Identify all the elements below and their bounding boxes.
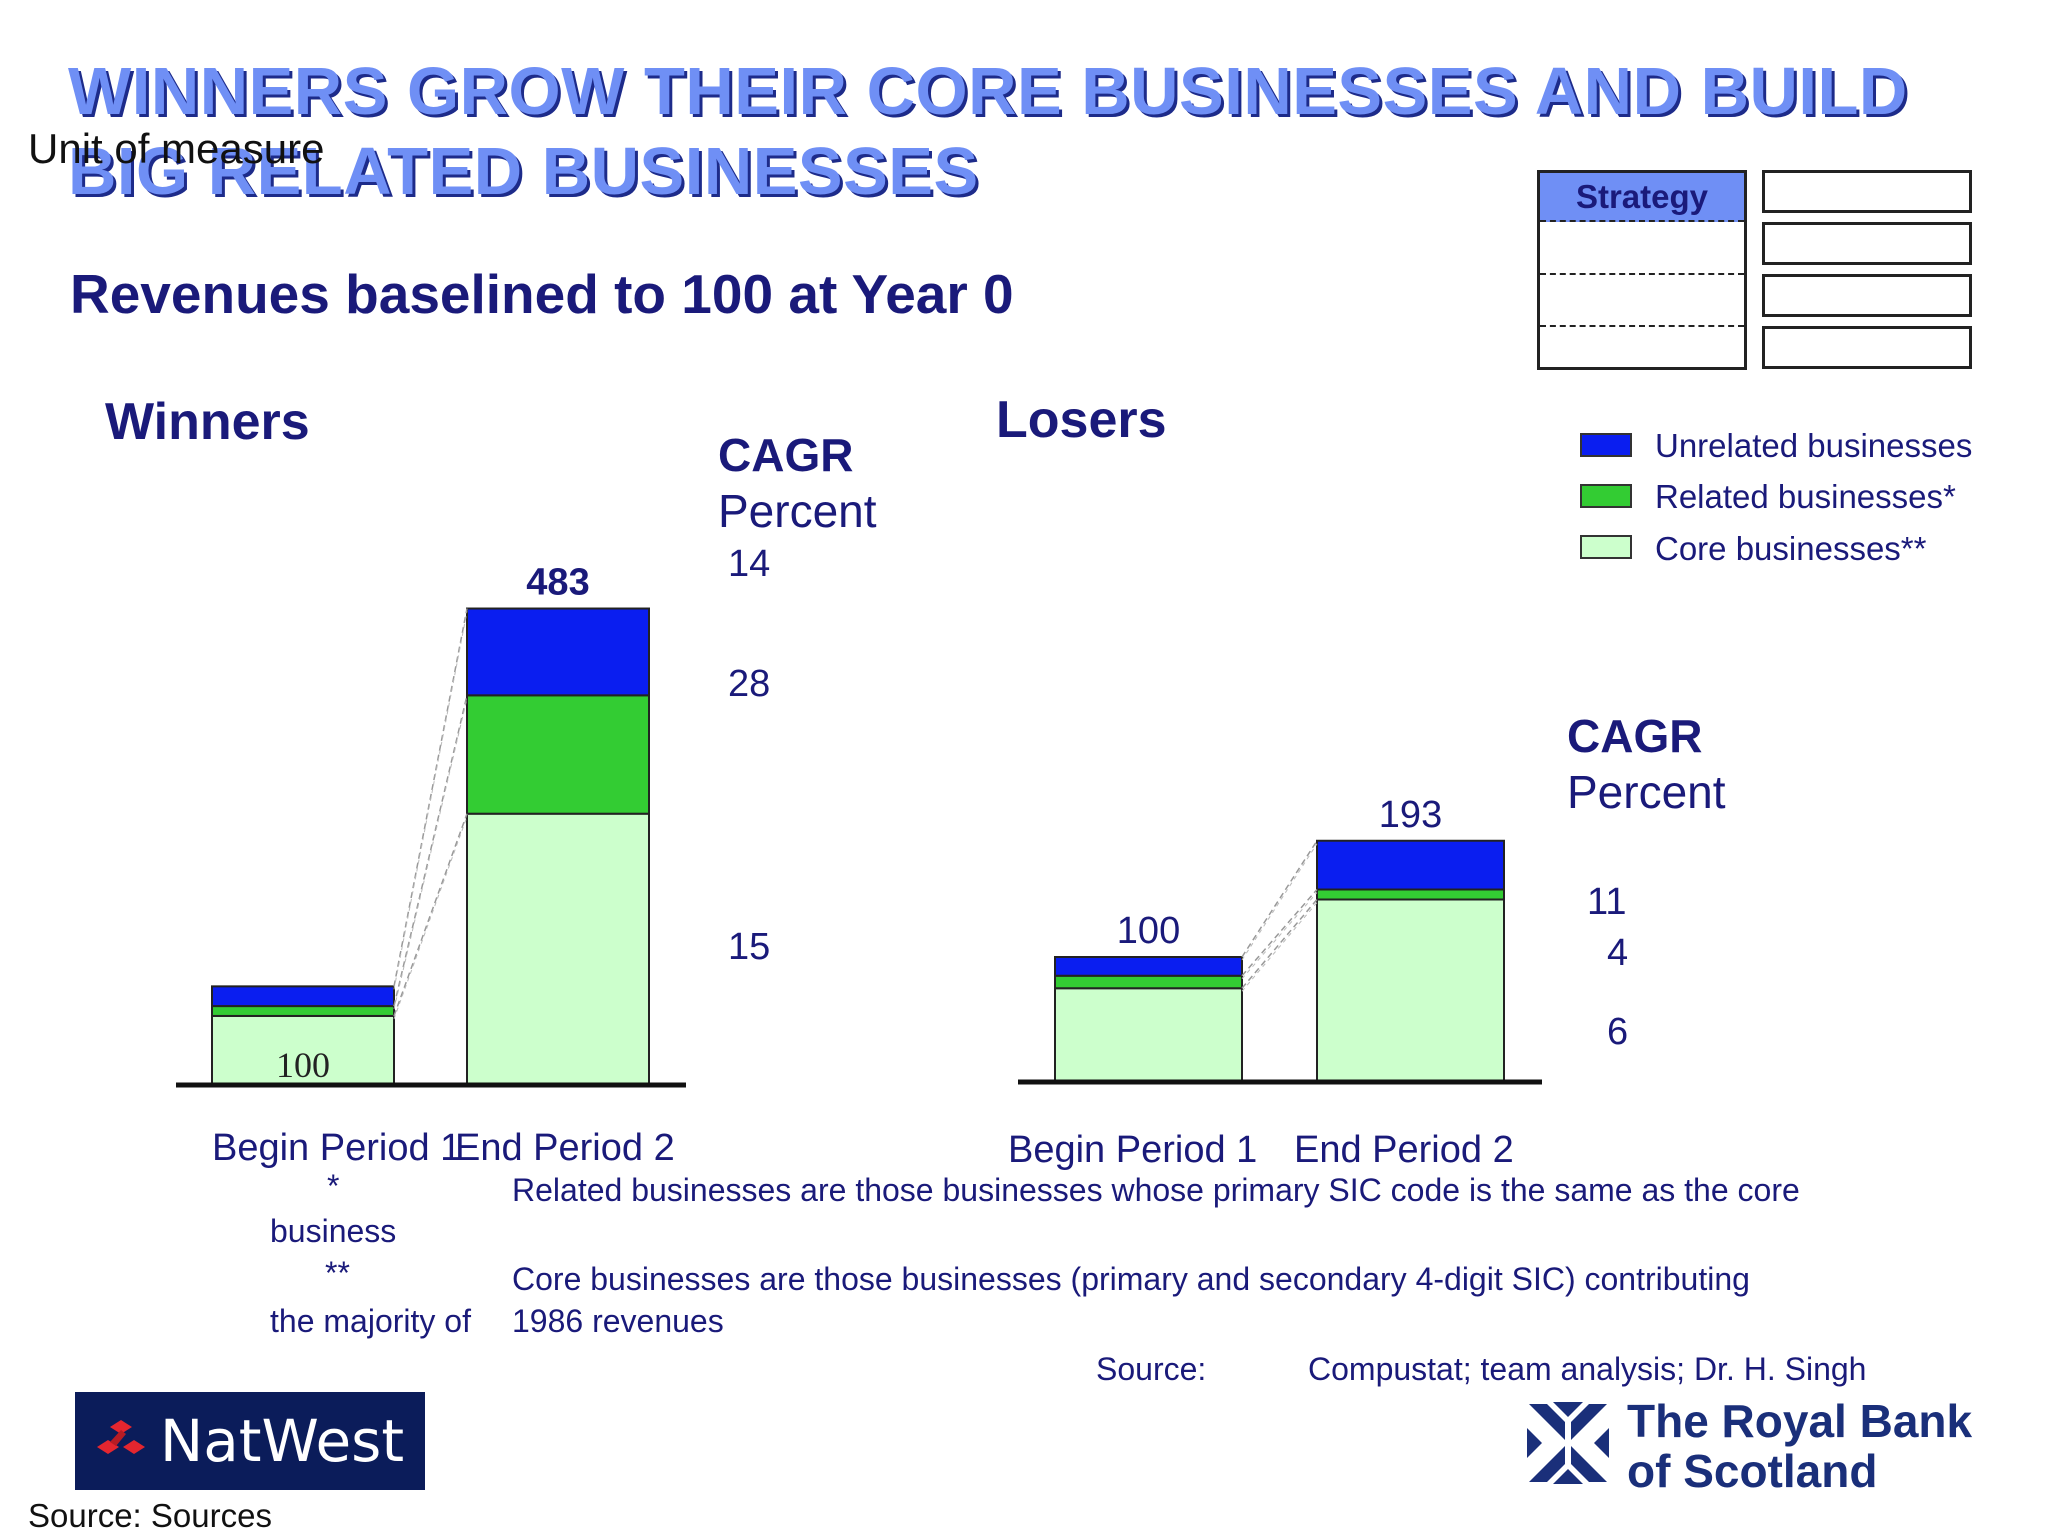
footnote-2-text: Core businesses are those businesses (pr… bbox=[512, 1261, 1750, 1297]
losers-category-label: Begin Period 1 bbox=[1008, 1129, 1257, 1171]
losers-total-label: 193 bbox=[1379, 794, 1442, 836]
winners-bar-segment bbox=[211, 985, 395, 1008]
losers-cagr-unit: Percent bbox=[1567, 766, 1726, 818]
legend-label-related: Related businesses* bbox=[1655, 478, 1956, 515]
strategy-header: Strategy bbox=[1540, 173, 1744, 222]
bottom-source: Source: Sources bbox=[28, 1497, 272, 1534]
losers-title: Losers bbox=[996, 391, 1167, 449]
losers-bar-segment bbox=[1054, 974, 1243, 990]
legend-swatch-core bbox=[1580, 535, 1632, 559]
winners-bar-segment bbox=[211, 1014, 395, 1087]
winners-connector-line bbox=[393, 698, 468, 1010]
winners-cagr-title: CAGR bbox=[718, 429, 854, 481]
footnote-2-cont-left: the majority of bbox=[270, 1303, 471, 1339]
strategy-box: Strategy bbox=[1537, 170, 1747, 370]
winners-category-label: End Period 2 bbox=[455, 1127, 675, 1169]
winners-connector-line bbox=[393, 695, 468, 1007]
rbs-wordmark-line-1: The Royal Bank bbox=[1627, 1395, 1973, 1447]
losers-cagr-title: CAGR bbox=[1567, 710, 1703, 762]
winners-bar-segment bbox=[466, 607, 650, 697]
tracker-box bbox=[1762, 170, 1972, 213]
title-line-2: BIG RELATED BUSINESSES bbox=[68, 134, 979, 209]
legend-swatch-related bbox=[1580, 484, 1632, 508]
tracker-box bbox=[1762, 274, 1972, 317]
winners-connector-line bbox=[393, 813, 468, 1017]
losers-bar-segment bbox=[1316, 898, 1505, 1083]
footnote-1-cont: business bbox=[270, 1213, 397, 1249]
winners-cagr-unrelated: 14 bbox=[728, 543, 771, 585]
winners-category-label: Begin Period 1 bbox=[212, 1127, 461, 1169]
losers-cagr-unrelated: 11 bbox=[1587, 881, 1627, 923]
tracker-box bbox=[1762, 222, 1972, 265]
strategy-divider bbox=[1540, 325, 1744, 327]
losers-bar-segment bbox=[1054, 956, 1243, 977]
losers-connector-line bbox=[1241, 840, 1318, 958]
footnote-2-mark: ** bbox=[325, 1255, 350, 1291]
losers-category-label: End Period 2 bbox=[1294, 1129, 1514, 1171]
winners-title: Winners bbox=[105, 393, 310, 451]
losers-total-label: 100 bbox=[1117, 910, 1180, 952]
losers-bar-segment bbox=[1316, 839, 1505, 891]
winners-cagr-core: 15 bbox=[728, 926, 771, 968]
legend-label-core: Core businesses** bbox=[1655, 530, 1927, 567]
losers-connector-line bbox=[1241, 843, 1318, 961]
losers-connector-line bbox=[1241, 902, 1318, 992]
winners-connector-line bbox=[393, 816, 468, 1020]
footnote-2-cont-right: 1986 revenues bbox=[512, 1303, 724, 1339]
chart-subtitle: Revenues baselined to 100 at Year 0 bbox=[70, 263, 1014, 325]
tracker-box bbox=[1762, 326, 1972, 369]
winners-total-label: 483 bbox=[526, 562, 589, 604]
footnote-1-text: Related businesses are those businesses … bbox=[512, 1172, 1800, 1208]
rbs-wordmark-line-2: of Scotland bbox=[1627, 1445, 1878, 1497]
losers-connector-line bbox=[1241, 892, 1318, 980]
losers-bar-segment bbox=[1054, 987, 1243, 1083]
winners-cagr-unit: Percent bbox=[718, 485, 877, 537]
source-text: Compustat; team analysis; Dr. H. Singh bbox=[1308, 1351, 1867, 1387]
losers-cagr-core: 6 bbox=[1607, 1011, 1629, 1053]
winners-connector-line bbox=[393, 611, 468, 990]
footnote-1-mark: * bbox=[327, 1168, 340, 1204]
page-title: WINNERS GROW THEIR CORE BUSINESSES AND B… bbox=[68, 52, 1908, 212]
rbs-wordmark: The Royal Bank of Scotland bbox=[1627, 1396, 1972, 1496]
winners-bar-segment bbox=[211, 1005, 395, 1017]
losers-connector-line bbox=[1241, 889, 1318, 977]
natwest-logo: NatWest bbox=[75, 1392, 425, 1490]
losers-bar-segment bbox=[1316, 888, 1505, 901]
winners-bar-segment bbox=[466, 812, 650, 1087]
title-line-1: WINNERS GROW THEIR CORE BUSINESSES AND B… bbox=[68, 54, 1908, 129]
winners-connector-line bbox=[393, 608, 468, 987]
unit-label: Unit of measure bbox=[28, 125, 325, 172]
losers-cagr-related: 4 bbox=[1607, 932, 1629, 974]
winners-bar-segment bbox=[466, 694, 650, 815]
legend-label-unrelated: Unrelated businesses bbox=[1655, 427, 1973, 464]
legend-swatch-unrelated bbox=[1580, 433, 1632, 457]
winners-cagr-related: 28 bbox=[728, 663, 771, 705]
rbs-daisy-icon bbox=[1527, 1402, 1609, 1484]
natwest-wordmark: NatWest bbox=[159, 1407, 405, 1475]
strategy-divider bbox=[1540, 273, 1744, 275]
winners-total-label: 100 bbox=[276, 1045, 330, 1085]
natwest-cubes-icon bbox=[96, 1420, 145, 1454]
source-label: Source: bbox=[1096, 1351, 1207, 1387]
losers-connector-line bbox=[1241, 899, 1318, 989]
strategy-label: Strategy bbox=[1575, 178, 1709, 215]
